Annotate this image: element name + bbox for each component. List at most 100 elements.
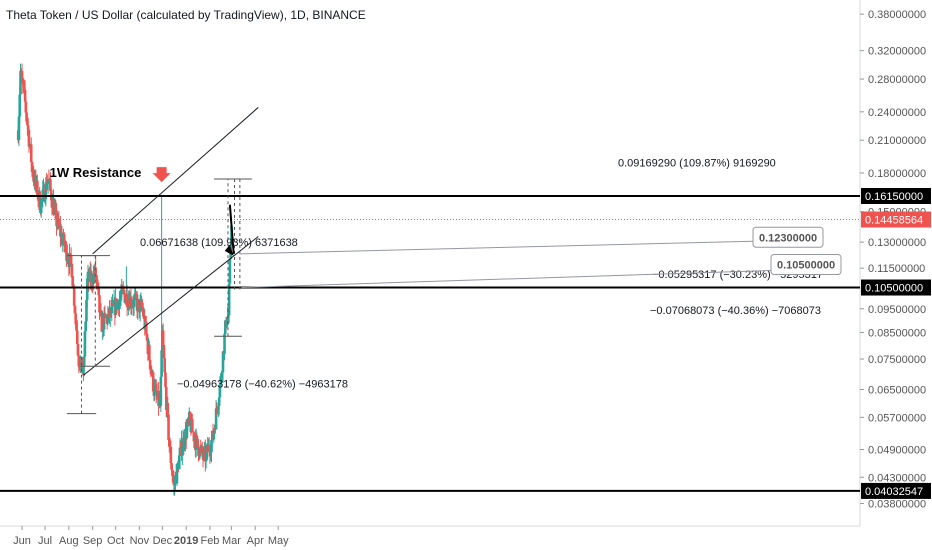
candle-body xyxy=(141,308,145,317)
candle-body xyxy=(197,447,200,456)
candle-body xyxy=(95,275,98,280)
candle-body xyxy=(84,321,87,332)
y-tick-label: 0.38000000 xyxy=(868,9,926,21)
candle-body xyxy=(129,296,133,307)
x-tick-label: Sep xyxy=(83,535,103,547)
candle-body xyxy=(60,232,64,244)
current-price-tag xyxy=(861,211,931,228)
callout-label: 0.10500000 xyxy=(777,260,835,272)
candle-body xyxy=(29,144,33,163)
y-tick-label: 0.04900000 xyxy=(868,445,926,457)
candle-body xyxy=(36,180,39,197)
candle-body xyxy=(220,375,223,377)
candle-body xyxy=(118,297,122,300)
candle-body xyxy=(213,427,216,433)
candle-body xyxy=(199,447,203,449)
candle-body xyxy=(185,426,189,439)
candle-body xyxy=(46,183,49,190)
candle-body xyxy=(228,259,232,284)
candle-body xyxy=(207,444,211,451)
candle-body xyxy=(118,299,121,310)
candle-body xyxy=(102,312,106,330)
candle-body xyxy=(69,254,73,264)
candle-body xyxy=(148,344,151,361)
candle-body xyxy=(154,386,158,394)
candle-body xyxy=(32,177,35,180)
trendline[interactable] xyxy=(92,107,259,255)
candle-body xyxy=(54,207,58,211)
candle-body xyxy=(25,112,28,121)
candle-body xyxy=(218,384,222,398)
candle-body xyxy=(214,408,218,430)
candle-body xyxy=(46,179,50,184)
candle-body xyxy=(126,306,130,308)
candle-body xyxy=(151,372,155,392)
y-tick-label: 0.28000000 xyxy=(868,74,926,86)
candle-body xyxy=(70,263,74,278)
y-tick-label: 0.32000000 xyxy=(868,46,926,58)
candle-body xyxy=(99,310,103,317)
candle-body xyxy=(106,314,110,323)
candle-body xyxy=(56,225,59,227)
y-tick-label: 0.13000000 xyxy=(868,237,926,249)
candle-body xyxy=(191,419,194,432)
candle-body xyxy=(125,293,129,307)
x-tick-label: Nov xyxy=(130,535,150,547)
candle-body xyxy=(195,435,199,439)
candle-body xyxy=(227,283,231,316)
candle-body xyxy=(92,273,95,285)
x-tick-label: Apr xyxy=(247,535,264,547)
candle-body xyxy=(219,376,222,385)
trendline[interactable] xyxy=(83,236,259,376)
candle-body xyxy=(119,294,123,298)
candle-body xyxy=(30,162,34,166)
candle-body xyxy=(170,463,173,470)
candle-body xyxy=(208,450,212,454)
candle-body xyxy=(166,402,170,415)
candle-body xyxy=(136,299,140,312)
y-tick-label: 0.06500000 xyxy=(868,384,926,396)
candle-body xyxy=(217,397,221,406)
level-price-label: 0.16150000 xyxy=(865,191,923,203)
candle-body xyxy=(43,199,47,202)
projection-arrow-line xyxy=(228,204,235,254)
candle-body xyxy=(192,432,196,442)
measure-label: −0.04963178 (−40.62%) −4963178 xyxy=(177,379,348,391)
candle-body xyxy=(209,452,213,454)
candle-body xyxy=(220,372,224,376)
y-tick-label: 0.09500000 xyxy=(868,304,926,316)
candle-body xyxy=(39,199,43,213)
candle-body xyxy=(149,369,153,371)
candle-body xyxy=(82,365,85,373)
candle-body xyxy=(61,239,64,244)
candle-body xyxy=(103,312,107,316)
candle-body xyxy=(163,358,167,373)
candle-body xyxy=(226,316,229,325)
candle-body xyxy=(22,83,25,87)
candle-body xyxy=(65,244,68,261)
candle-body xyxy=(52,198,55,215)
x-tick-label: 2019 xyxy=(174,535,198,547)
candle-body xyxy=(26,125,30,130)
candle-body xyxy=(181,448,184,456)
x-tick-label: Mar xyxy=(222,535,241,547)
callout-box xyxy=(770,254,842,276)
measure-label: 0.09169290 (109.87%) 9169290 xyxy=(618,158,776,170)
y-tick-label: 0.08500000 xyxy=(868,327,926,339)
candle-body xyxy=(171,469,174,476)
candle-body xyxy=(94,267,97,276)
candle-body xyxy=(153,386,157,396)
candle-body xyxy=(82,356,86,366)
candle-body xyxy=(83,331,87,357)
callout-box xyxy=(752,226,824,248)
y-tick-label: 0.04300000 xyxy=(868,472,926,484)
candle-body xyxy=(223,333,226,354)
level-price-tag xyxy=(861,188,931,205)
candle-body xyxy=(132,298,136,307)
candle-body xyxy=(122,289,126,294)
candle-body xyxy=(182,437,186,447)
candle-body xyxy=(148,360,152,370)
resistance-label: 1W Resistance xyxy=(50,165,142,180)
callout-label: 0.12300000 xyxy=(759,232,817,244)
